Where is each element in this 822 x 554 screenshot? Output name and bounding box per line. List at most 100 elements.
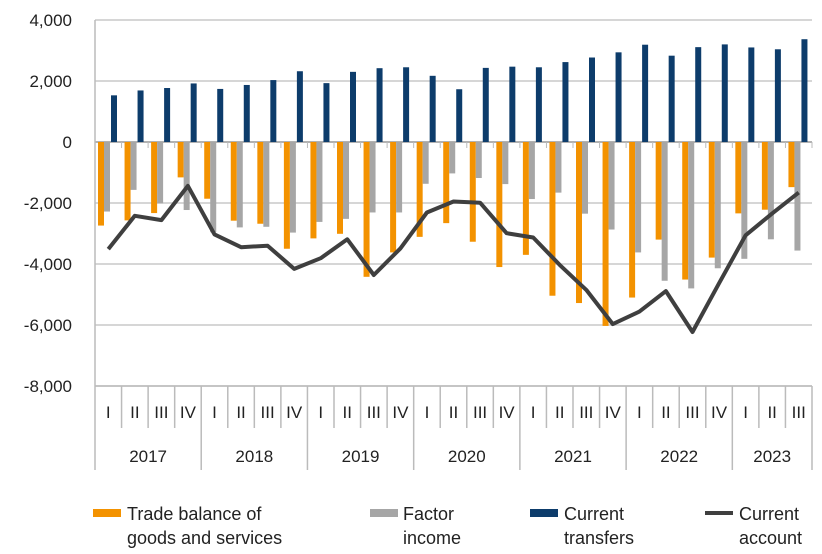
quarter-label: II xyxy=(661,403,670,422)
bar-trade-balance-of-goods-and-services-2 xyxy=(151,142,158,214)
year-label: 2018 xyxy=(235,447,273,466)
bar-trade-balance-of-goods-and-services-16 xyxy=(522,142,529,255)
bar-current-transfers-3 xyxy=(190,83,197,142)
quarter-label: I xyxy=(318,403,323,422)
quarter-label: III xyxy=(792,403,806,422)
bar-trade-balance-of-goods-and-services-14 xyxy=(469,142,476,242)
bar-current-transfers-18 xyxy=(589,57,595,142)
bar-trade-balance-of-goods-and-services-12 xyxy=(416,142,423,237)
quarter-label: IV xyxy=(392,403,409,422)
bar-current-transfers-17 xyxy=(562,62,569,143)
bar-current-transfers-9 xyxy=(350,71,356,142)
year-label: 2023 xyxy=(753,447,791,466)
year-label: 2020 xyxy=(448,447,486,466)
legend-swatch-2 xyxy=(530,509,558,517)
quarter-label: III xyxy=(685,403,699,422)
bar-trade-balance-of-goods-and-services-20 xyxy=(629,142,636,298)
bar-trade-balance-of-goods-and-services-3 xyxy=(177,142,184,178)
quarter-label: IV xyxy=(711,403,728,422)
bar-factor-income-3 xyxy=(183,142,190,211)
quarter-label: IV xyxy=(499,403,516,422)
y-tick-label: 0 xyxy=(63,133,72,152)
year-label: 2021 xyxy=(554,447,592,466)
legend-swatch-3 xyxy=(705,511,733,515)
legend-label-line: Current xyxy=(739,504,800,524)
bar-current-transfers-4 xyxy=(217,88,224,142)
bar-factor-income-15 xyxy=(502,142,509,185)
bar-factor-income-4 xyxy=(210,142,217,233)
bar-factor-income-17 xyxy=(555,142,562,193)
bar-trade-balance-of-goods-and-services-24 xyxy=(735,142,742,214)
bar-trade-balance-of-goods-and-services-13 xyxy=(443,142,450,224)
legend-label-0: Trade balance of goods and services xyxy=(127,502,282,550)
bar-factor-income-23 xyxy=(714,142,721,269)
bar-current-transfers-11 xyxy=(403,67,410,142)
bar-current-transfers-19 xyxy=(615,52,622,142)
quarter-label: IV xyxy=(286,403,303,422)
bar-factor-income-19 xyxy=(608,142,615,230)
legend-swatch-1 xyxy=(370,509,398,517)
bar-trade-balance-of-goods-and-services-5 xyxy=(230,142,237,221)
bar-current-transfers-16 xyxy=(535,67,542,142)
bar-factor-income-7 xyxy=(289,142,296,233)
legend-swatch-0 xyxy=(93,509,121,517)
bar-current-transfers-6 xyxy=(270,80,277,142)
bar-current-transfers-8 xyxy=(323,83,330,142)
bar-trade-balance-of-goods-and-services-25 xyxy=(761,142,768,210)
bar-trade-balance-of-goods-and-services-11 xyxy=(390,142,397,253)
bar-trade-balance-of-goods-and-services-18 xyxy=(576,142,582,304)
legend-label-line: income xyxy=(403,528,462,548)
quarter-label: I xyxy=(106,403,111,422)
bar-current-transfers-2 xyxy=(164,88,171,142)
bar-factor-income-12 xyxy=(422,142,429,184)
bar-factor-income-10 xyxy=(369,142,376,213)
quarter-label: I xyxy=(425,403,430,422)
legend-label-1: Factor income xyxy=(403,502,461,550)
bar-trade-balance-of-goods-and-services-23 xyxy=(708,142,715,258)
bar-current-transfers-15 xyxy=(509,66,516,142)
bar-factor-income-8 xyxy=(316,142,323,222)
bar-current-transfers-13 xyxy=(456,89,463,142)
bar-trade-balance-of-goods-and-services-22 xyxy=(682,142,689,280)
legend-label-line: goods and services xyxy=(127,528,283,548)
bar-trade-balance-of-goods-and-services-0 xyxy=(98,142,104,226)
bar-factor-income-1 xyxy=(130,142,137,190)
year-label: 2017 xyxy=(129,447,167,466)
legend-label-line: Trade balance of xyxy=(127,504,262,524)
quarter-label: II xyxy=(449,403,458,422)
quarter-label: II xyxy=(555,403,564,422)
bar-factor-income-18 xyxy=(582,142,588,214)
y-tick-label: -2,000 xyxy=(24,194,72,213)
quarter-label: I xyxy=(743,403,748,422)
bar-factor-income-13 xyxy=(449,142,456,174)
quarter-label: III xyxy=(579,403,593,422)
bar-trade-balance-of-goods-and-services-26 xyxy=(788,142,795,188)
quarter-label: II xyxy=(236,403,245,422)
bar-factor-income-25 xyxy=(767,142,774,240)
bar-factor-income-0 xyxy=(104,142,110,212)
bar-trade-balance-of-goods-and-services-4 xyxy=(204,142,211,199)
bar-trade-balance-of-goods-and-services-17 xyxy=(549,142,556,296)
quarter-label: IV xyxy=(605,403,622,422)
bar-current-transfers-0 xyxy=(111,95,117,142)
bar-factor-income-2 xyxy=(157,142,164,204)
quarter-label: I xyxy=(637,403,642,422)
legend-label-line: Current xyxy=(564,504,625,524)
y-tick-label: -6,000 xyxy=(24,316,72,335)
legend-label-line: Factor xyxy=(403,504,455,524)
legend-label-3: Current account xyxy=(739,502,802,550)
quarter-label: IV xyxy=(180,403,197,422)
quarter-label: I xyxy=(531,403,536,422)
bar-trade-balance-of-goods-and-services-8 xyxy=(310,142,317,239)
quarter-label: II xyxy=(343,403,352,422)
bar-factor-income-16 xyxy=(528,142,535,200)
year-label: 2019 xyxy=(342,447,380,466)
bar-trade-balance-of-goods-and-services-1 xyxy=(124,142,131,221)
legend-label-line: account xyxy=(739,528,803,548)
bar-current-transfers-5 xyxy=(243,84,250,142)
bar-current-transfers-10 xyxy=(376,68,383,142)
y-tick-label: -8,000 xyxy=(24,377,72,396)
bar-current-transfers-1 xyxy=(137,90,144,142)
bar-current-transfers-26 xyxy=(801,39,808,143)
